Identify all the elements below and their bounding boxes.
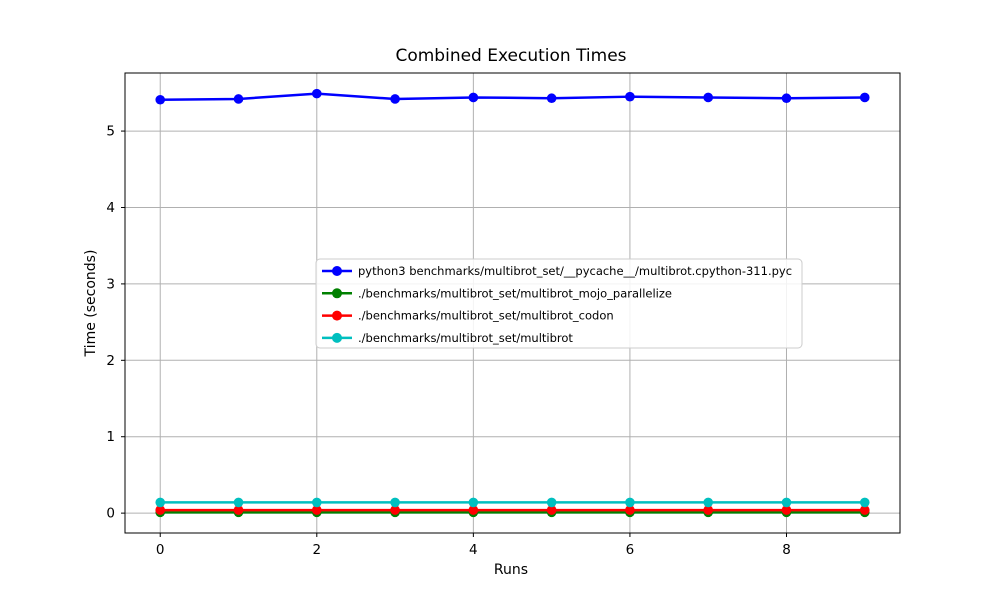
series-layer xyxy=(155,88,870,518)
data-point-marker xyxy=(233,497,244,508)
x-tick-label: 2 xyxy=(312,542,321,558)
data-point-marker xyxy=(233,94,244,104)
data-point-marker xyxy=(468,92,479,103)
legend: python3 benchmarks/multibrot_set/__pycac… xyxy=(315,258,803,349)
legend-marker xyxy=(332,288,342,299)
legend-label: python3 benchmarks/multibrot_set/__pycac… xyxy=(358,264,792,278)
x-tick-label: 0 xyxy=(156,542,165,558)
legend-frame xyxy=(315,258,803,349)
data-point-marker xyxy=(155,94,166,105)
data-point-marker xyxy=(390,497,400,508)
x-tick-label: 6 xyxy=(626,542,635,558)
legend-label: ./benchmarks/multibrot_set/multibrot_cod… xyxy=(358,309,614,323)
data-point-marker xyxy=(311,497,322,508)
y-tick-label: 0 xyxy=(106,506,115,522)
data-point-marker xyxy=(703,92,714,103)
data-point-marker xyxy=(859,497,870,508)
x-tick-label: 8 xyxy=(782,542,791,558)
data-point-marker xyxy=(781,497,792,508)
data-point-marker xyxy=(859,505,870,515)
data-point-marker xyxy=(625,505,635,515)
data-point-marker xyxy=(703,505,714,515)
data-point-marker xyxy=(546,497,557,508)
legend-marker xyxy=(332,266,342,276)
y-axis-label: Time (seconds) xyxy=(83,250,99,358)
data-point-marker xyxy=(546,505,557,515)
data-point-marker xyxy=(625,497,635,508)
data-point-marker xyxy=(468,505,479,515)
legend-item: python3 benchmarks/multibrot_set/__pycac… xyxy=(322,264,792,278)
y-axis-ticks: 0 1 2 3 4 5 xyxy=(106,124,125,522)
legend-marker xyxy=(332,332,342,343)
x-tick-label: 4 xyxy=(469,542,478,558)
data-point-marker xyxy=(233,505,244,515)
legend-item: ./benchmarks/multibrot_set/multibrot_moj… xyxy=(322,286,672,300)
data-point-marker xyxy=(625,91,635,102)
data-point-marker xyxy=(311,505,322,515)
y-tick-label: 4 xyxy=(106,200,115,216)
plot-border xyxy=(124,72,901,534)
y-tick-label: 2 xyxy=(106,353,115,369)
data-point-marker xyxy=(546,93,557,104)
x-axis-ticks: 0 2 4 6 8 xyxy=(156,533,791,558)
y-tick-label: 5 xyxy=(106,124,115,140)
legend-item: ./benchmarks/multibrot_set/multibrot_cod… xyxy=(322,309,614,323)
series-line xyxy=(160,92,865,101)
data-point-marker xyxy=(390,94,400,104)
data-point-marker xyxy=(311,88,322,99)
data-point-marker xyxy=(155,497,166,508)
legend-label: ./benchmarks/multibrot_set/multibrot xyxy=(358,331,573,345)
data-point-marker xyxy=(781,93,792,104)
data-point-marker xyxy=(859,92,870,103)
legend-label: ./benchmarks/multibrot_set/multibrot_moj… xyxy=(358,286,672,300)
data-point-marker xyxy=(468,497,479,508)
series-2 xyxy=(155,505,870,515)
data-point-marker xyxy=(390,505,400,515)
series-3 xyxy=(155,497,870,508)
y-tick-label: 1 xyxy=(106,429,115,445)
series-0 xyxy=(155,88,870,105)
data-point-marker xyxy=(703,497,714,508)
chart-title: Combined Execution Times xyxy=(395,46,626,66)
legend-item: ./benchmarks/multibrot_set/multibrot xyxy=(322,331,573,345)
legend-marker xyxy=(332,310,342,321)
x-axis-label: Runs xyxy=(494,562,528,578)
data-point-marker xyxy=(155,505,166,515)
data-point-marker xyxy=(781,505,792,515)
y-tick-label: 3 xyxy=(106,276,115,292)
